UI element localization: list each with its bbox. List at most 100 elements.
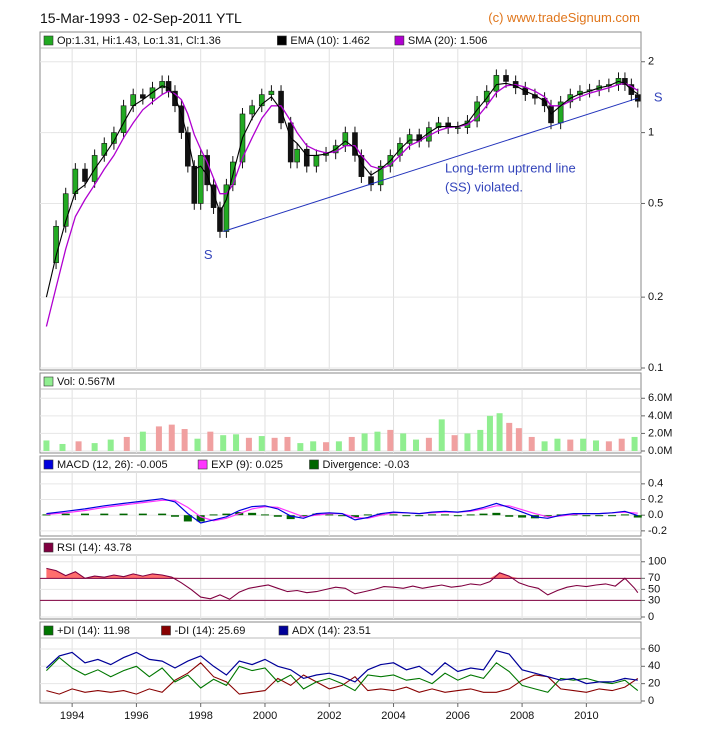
x-tick-label-8: 2010 — [574, 710, 598, 722]
date-range-title: 15-Mar-1993 - 02-Sep-2011 YTL — [40, 10, 242, 26]
x-tick-label-6: 2006 — [446, 710, 470, 722]
divergence-bar — [415, 515, 424, 517]
macd-panel — [39, 455, 642, 537]
rsi-ytick-label-2: 50 — [648, 583, 660, 595]
divergence-bar — [273, 515, 282, 517]
volume-bar — [258, 436, 265, 451]
copyright-link[interactable]: (c) www.tradeSignum.com — [488, 10, 640, 25]
dmi-legend-swatch-0 — [43, 625, 54, 636]
price-candle-body — [197, 155, 204, 204]
price-candle-body — [159, 81, 165, 89]
volume-bar — [605, 441, 612, 451]
dmi-panel — [39, 621, 642, 704]
volume-bar — [451, 435, 458, 451]
x-tick-label-4: 2002 — [317, 710, 341, 722]
price-candle-body — [493, 75, 500, 92]
volume-bar — [374, 431, 381, 451]
price-candle-body — [406, 134, 413, 144]
macd-legend-label-0: MACD (12, 26): -0.005 — [57, 459, 168, 471]
price-ytick-label-0: 2 — [648, 56, 654, 68]
price-ytick-label-4: 0.1 — [648, 362, 663, 374]
volume-ytick-label-2: 4.0M — [648, 410, 672, 422]
price-candle-body — [111, 132, 117, 144]
divergence-bar — [42, 514, 51, 516]
volume-bar — [181, 429, 188, 451]
macd-line — [46, 498, 638, 524]
dmi-ytick-label-3: 0 — [648, 695, 654, 707]
price-candle-body — [204, 155, 210, 186]
volume-bar — [59, 443, 66, 451]
divergence-bar — [209, 514, 218, 516]
volume-bar — [618, 438, 625, 451]
divergence-bar — [466, 514, 475, 516]
volume-bar — [496, 413, 503, 451]
price-ytick-label-2: 0.5 — [648, 197, 663, 209]
dmi-ytick-label-2: 20 — [648, 678, 660, 690]
price-candle-body — [634, 94, 641, 102]
volume-bar — [43, 440, 50, 451]
divergence-bar — [248, 512, 257, 516]
price-legend-label-2: SMA (20): 1.506 — [408, 35, 488, 47]
dmi-legend-swatch-2 — [278, 625, 289, 636]
minus-di-line — [46, 662, 639, 695]
divergence-bar — [196, 515, 205, 522]
divergence-bar — [505, 515, 514, 517]
divergence-bar — [620, 514, 629, 516]
price-annotation-0: Long-term uptrend line — [445, 161, 576, 176]
volume-panel — [39, 372, 642, 454]
divergence-bar — [440, 514, 449, 516]
volume-bar — [220, 435, 227, 451]
divergence-bar — [80, 513, 89, 516]
macd-ytick-label-1: 0.2 — [648, 493, 663, 505]
rsi-ytick-label-3: 30 — [648, 594, 660, 606]
macd-legend-label-2: Divergence: -0.03 — [323, 459, 410, 471]
price-legend-label-0: Op:1.31, Hi:1.43, Lo:1.31, Cl:1.36 — [57, 35, 221, 47]
rsi-legend-label-0: RSI (14): 43.78 — [57, 542, 132, 554]
macd-legend-label-1: EXP (9): 0.025 — [211, 459, 283, 471]
volume-ytick-label-1: 2.0M — [648, 427, 672, 439]
volume-bar — [155, 426, 162, 451]
volume-bar — [580, 438, 587, 451]
price-candle-body — [435, 122, 442, 128]
dmi-ytick-label-0: 60 — [648, 643, 660, 655]
rsi-panel — [39, 538, 642, 620]
divergence-bar — [61, 513, 70, 516]
price-candle-body — [342, 132, 349, 146]
price-candle-body — [368, 176, 374, 186]
dmi-ytick-label-1: 40 — [648, 660, 660, 672]
ema-line — [45, 80, 639, 298]
price-candle-body — [140, 94, 146, 99]
volume-bar — [413, 439, 420, 451]
volume-bar — [335, 441, 342, 451]
price-candle-body — [287, 122, 294, 163]
price-candle-body — [172, 90, 178, 107]
price-legend-label-1: EMA (10): 1.462 — [290, 35, 370, 47]
macd-legend-swatch-0 — [43, 459, 54, 470]
volume-bar — [400, 433, 407, 451]
volume-legend-swatch-0 — [43, 376, 54, 387]
price-candle-body — [217, 207, 223, 232]
price-panel — [39, 31, 642, 371]
volume-bar — [245, 437, 252, 451]
x-tick-label-7: 2008 — [510, 710, 534, 722]
volume-bar — [310, 441, 317, 451]
price-candle-body — [223, 184, 230, 232]
volume-bar — [139, 431, 146, 451]
adx-line — [45, 650, 638, 685]
sma-line — [45, 82, 639, 327]
divergence-bar — [338, 515, 347, 517]
divergence-bar — [119, 513, 128, 516]
price-candle-body — [62, 193, 69, 227]
volume-bar — [631, 436, 638, 451]
volume-bar — [297, 443, 304, 451]
price-candle-body — [474, 101, 480, 122]
volume-bar — [75, 441, 82, 451]
x-tick-label-0: 1994 — [60, 710, 84, 722]
price-candle-body — [294, 148, 300, 163]
price-annotation-3: S — [654, 90, 663, 105]
rsi-ytick-label-4: 0 — [648, 611, 654, 623]
volume-bar — [477, 429, 484, 451]
price-candle-body — [53, 225, 59, 264]
macd-legend-swatch-2 — [309, 459, 319, 470]
